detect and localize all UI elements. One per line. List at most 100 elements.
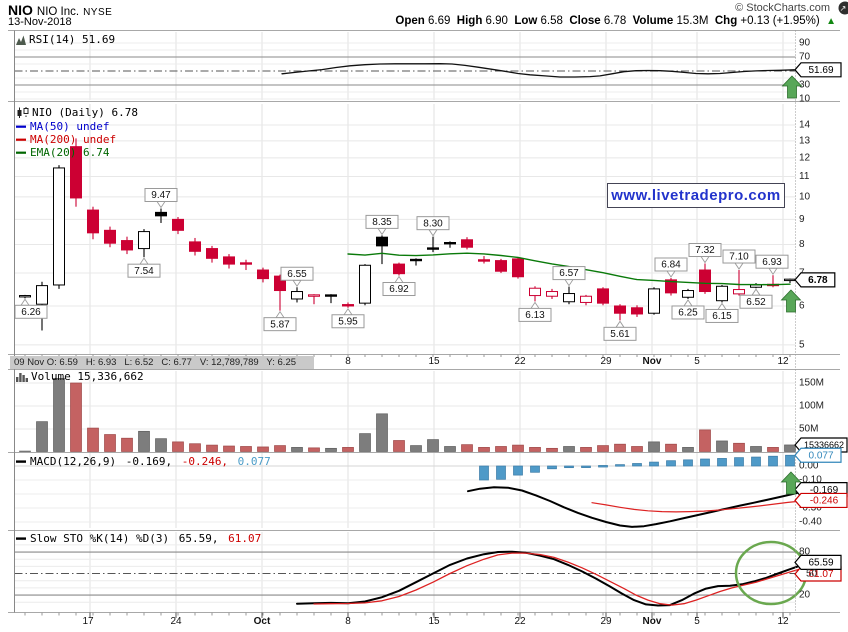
axis-value-box bbox=[794, 62, 842, 78]
macd-histogram-bar bbox=[581, 465, 591, 468]
callout-text: 5.87 bbox=[270, 319, 290, 330]
callout-box bbox=[365, 214, 399, 229]
callout-box bbox=[144, 187, 178, 202]
callout-box bbox=[722, 249, 756, 264]
callout-box bbox=[331, 314, 365, 329]
volume-bar bbox=[206, 444, 218, 452]
exchange-name: NYSE bbox=[83, 7, 113, 18]
x-axis-label-bottom: 24 bbox=[170, 616, 182, 627]
volume-bar bbox=[580, 447, 592, 452]
candle-body bbox=[733, 289, 745, 295]
macd-axis-label: 0.00 bbox=[799, 461, 819, 472]
price-axis-label: 9 bbox=[799, 214, 805, 225]
macd-histogram-bar bbox=[547, 465, 557, 470]
axis-value-text: 6.78 bbox=[808, 275, 828, 286]
volume-bar bbox=[614, 443, 626, 452]
callout-pointer bbox=[700, 256, 710, 264]
volume-bar bbox=[750, 446, 762, 452]
price-axis-label: 11 bbox=[799, 171, 810, 182]
callout-text: 8.35 bbox=[372, 217, 392, 228]
rsi-legend-label: RSI(14) 51.69 bbox=[29, 33, 116, 46]
callout-box bbox=[705, 308, 739, 323]
macd-axis-label: -0.30 bbox=[799, 503, 822, 514]
axis-value-box bbox=[794, 447, 842, 463]
volume-bar bbox=[104, 434, 116, 452]
quote-label: Chg bbox=[714, 15, 741, 27]
callout-text: 6.25 bbox=[678, 308, 698, 319]
callout-pointer bbox=[751, 288, 761, 296]
volume-bar bbox=[682, 447, 694, 452]
volume-bar bbox=[223, 445, 235, 452]
volume-axis-label: 100M bbox=[799, 401, 824, 412]
volume-bar bbox=[240, 446, 252, 452]
volume-bar bbox=[444, 446, 456, 452]
volume-bar bbox=[784, 444, 796, 452]
callout-text: 6.52 bbox=[746, 297, 766, 308]
ma50-line-icon bbox=[16, 125, 26, 128]
volume-bar bbox=[291, 447, 303, 452]
volume-bar bbox=[631, 446, 643, 452]
rsi-axis-label: 30 bbox=[799, 80, 811, 91]
rsi-axis-label: 10 bbox=[799, 94, 811, 105]
candle-body bbox=[716, 285, 728, 302]
x-axis-label-bottom: 5 bbox=[694, 616, 700, 627]
x-axis-label-mid: 29 bbox=[600, 356, 612, 367]
macd-line bbox=[467, 486, 809, 528]
macd-histogram-bar bbox=[683, 459, 693, 467]
candle-body bbox=[512, 258, 524, 278]
callout-box bbox=[280, 266, 314, 281]
callout-box bbox=[263, 317, 297, 332]
axis-value-box bbox=[794, 272, 836, 288]
macd-histogram-bar bbox=[615, 464, 625, 467]
callout-text: 7.54 bbox=[134, 266, 154, 277]
candle-body bbox=[257, 269, 269, 280]
ma50-legend-label: MA(50) undef bbox=[30, 120, 110, 133]
candle-body bbox=[495, 260, 507, 272]
volume-bar bbox=[563, 446, 575, 452]
volume-bar bbox=[342, 447, 354, 452]
x-axis-label-bottom: 22 bbox=[514, 616, 526, 627]
ticker-header: NIO NIO Inc. NYSE bbox=[8, 2, 112, 20]
candle-body bbox=[70, 146, 82, 199]
candle-body bbox=[376, 236, 388, 247]
callout-text: 7.10 bbox=[729, 252, 749, 263]
x-axis-label-bottom: 17 bbox=[82, 616, 94, 627]
macd-axis-label: -0.10 bbox=[799, 475, 822, 486]
macd-axis-label: -0.40 bbox=[799, 517, 822, 528]
volume-bar bbox=[325, 447, 337, 452]
volume-legend: Volume 15,336,662 bbox=[16, 370, 144, 383]
axis-value-box bbox=[794, 554, 842, 570]
candle-body bbox=[342, 304, 354, 307]
callout-text: 5.61 bbox=[610, 329, 630, 340]
candle-body bbox=[87, 209, 99, 234]
candle-body bbox=[325, 294, 337, 297]
volume-bar bbox=[376, 413, 388, 452]
callout-text: 9.47 bbox=[151, 190, 171, 201]
volume-bars-icon bbox=[16, 372, 28, 382]
sto-k-value: 65.59, bbox=[178, 532, 219, 545]
candle-body bbox=[19, 295, 31, 298]
callout-text: 6.92 bbox=[389, 284, 409, 295]
quote-label: Volume bbox=[632, 15, 677, 27]
sto-d-value: 61.07 bbox=[221, 532, 262, 545]
stockcharts-logo-glyph: ↗ bbox=[840, 4, 847, 13]
macd-histogram-bar bbox=[530, 465, 540, 473]
callout-text: 6.26 bbox=[21, 307, 41, 318]
callout-pointer bbox=[530, 301, 540, 309]
callout-text: 6.13 bbox=[525, 310, 545, 321]
rsi-axis-label: 90 bbox=[799, 38, 811, 49]
callout-pointer bbox=[275, 310, 285, 319]
candle-body bbox=[410, 258, 422, 262]
chart-date: 13-Nov-2018 bbox=[8, 16, 72, 28]
price-legend-title: NIO (Daily) 6.78 bbox=[16, 106, 138, 119]
sto-line-icon bbox=[16, 537, 26, 540]
x-axis-label-mid: 15 bbox=[428, 356, 440, 367]
company-name: NIO Inc. bbox=[36, 6, 80, 18]
x-axis-label-mid: Nov bbox=[643, 356, 662, 367]
callout-box bbox=[755, 254, 789, 269]
callout-text: 7.32 bbox=[695, 245, 715, 256]
rsi-line bbox=[281, 63, 795, 78]
candle-body bbox=[682, 290, 694, 298]
candle-body bbox=[359, 264, 371, 304]
callout-box bbox=[654, 257, 688, 272]
